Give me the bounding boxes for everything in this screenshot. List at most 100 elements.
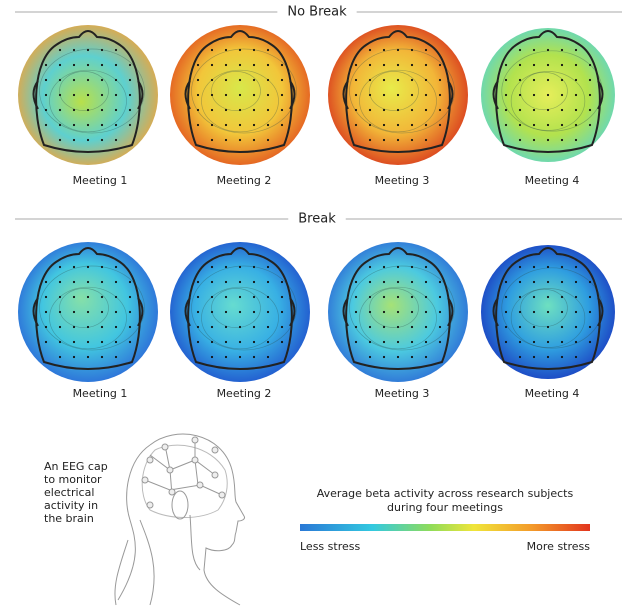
electrode <box>410 355 414 359</box>
eeg-illustration <box>114 433 245 606</box>
electrode <box>560 138 564 142</box>
electrode <box>44 108 48 112</box>
electrode <box>518 265 522 269</box>
electrode <box>504 310 508 314</box>
electrode <box>574 63 578 67</box>
electrode <box>410 325 414 329</box>
electrode <box>86 295 90 299</box>
electrode <box>396 280 400 284</box>
electrode <box>114 340 118 344</box>
electrode <box>424 280 428 284</box>
electrode <box>438 123 442 127</box>
electrode <box>396 123 400 127</box>
electrode <box>354 325 358 329</box>
electrode <box>438 325 442 329</box>
head-outline <box>187 30 293 153</box>
electrode <box>504 340 508 344</box>
electrode <box>44 310 48 314</box>
electrode <box>504 78 508 82</box>
electrode <box>252 78 256 82</box>
electrode <box>238 280 242 284</box>
electrode <box>210 63 214 67</box>
electrode <box>532 265 536 269</box>
electrode <box>72 340 76 344</box>
electrode <box>114 325 118 329</box>
electrode <box>504 123 508 127</box>
electrode <box>86 108 90 112</box>
legend-title: during four meetings <box>387 501 503 514</box>
electrode <box>532 63 536 67</box>
electrode <box>100 123 104 127</box>
contour <box>191 265 297 351</box>
electrode <box>86 63 90 67</box>
electrode <box>424 310 428 314</box>
electrode <box>210 355 214 359</box>
electrode <box>224 280 228 284</box>
contour <box>349 265 455 351</box>
electrode <box>224 340 228 344</box>
electrode <box>396 265 400 269</box>
electrode <box>238 63 242 67</box>
electrode <box>58 265 62 269</box>
electrode <box>574 93 578 97</box>
electrode <box>368 280 372 284</box>
electrode <box>280 93 284 97</box>
electrode <box>238 78 242 82</box>
electrode <box>424 138 428 142</box>
ear <box>492 297 604 327</box>
electrode <box>238 48 242 52</box>
contour <box>201 69 279 133</box>
electrode <box>128 325 132 329</box>
electrode <box>368 310 372 314</box>
electrode <box>224 93 228 97</box>
electrode <box>438 108 442 112</box>
map-label: Meeting 2 <box>217 174 272 187</box>
electrode <box>396 48 400 52</box>
electrode <box>532 310 536 314</box>
electrode <box>210 265 214 269</box>
electrode <box>114 48 118 52</box>
electrode <box>504 63 508 67</box>
electrode <box>128 280 132 284</box>
head-outline <box>35 247 141 370</box>
electrode <box>410 78 414 82</box>
electrode <box>574 340 578 344</box>
electrode <box>44 340 48 344</box>
caption-line: electrical <box>44 486 94 499</box>
electrode <box>546 265 550 269</box>
electrode <box>588 280 592 284</box>
electrode <box>86 355 90 359</box>
map-label: Meeting 4 <box>525 387 580 400</box>
electrode <box>72 48 76 52</box>
electrode <box>114 63 118 67</box>
electrode <box>504 108 508 112</box>
electrode <box>210 93 214 97</box>
electrode <box>424 265 428 269</box>
electrode <box>546 63 550 67</box>
electrode <box>58 325 62 329</box>
topo-map <box>481 245 615 379</box>
electrode <box>574 295 578 299</box>
electrode <box>266 78 270 82</box>
topo-map <box>18 25 158 165</box>
electrode <box>546 138 550 142</box>
electrode <box>532 340 536 344</box>
electrode <box>574 355 578 359</box>
contour <box>59 288 109 328</box>
electrode <box>280 63 284 67</box>
electrode <box>560 78 564 82</box>
electrode <box>100 93 104 97</box>
electrode <box>58 340 62 344</box>
electrode <box>210 310 214 314</box>
electrode <box>224 108 228 112</box>
electrode <box>368 340 372 344</box>
electrode <box>210 48 214 52</box>
electrode <box>238 355 242 359</box>
electrode <box>58 138 62 142</box>
electrode <box>532 295 536 299</box>
electrode <box>72 355 76 359</box>
contour <box>369 288 419 328</box>
electrode <box>424 355 428 359</box>
electrode <box>368 355 372 359</box>
electrode <box>252 93 256 97</box>
